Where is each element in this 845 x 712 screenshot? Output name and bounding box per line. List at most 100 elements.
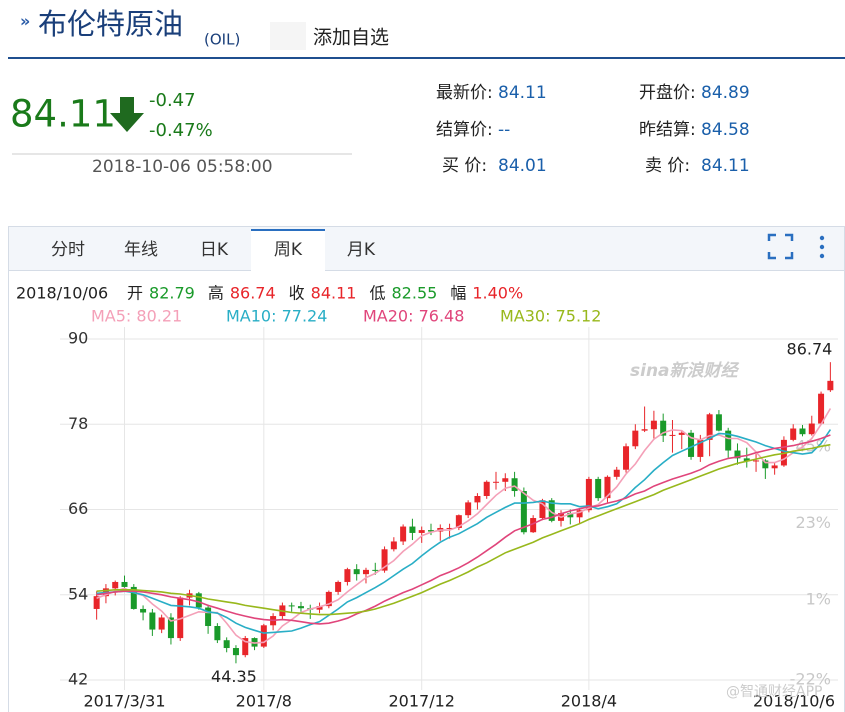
change: -0.47 <box>149 90 196 111</box>
x-tick-label: 2018/10/6 <box>753 692 835 711</box>
candle-body <box>121 581 128 587</box>
candle-body <box>539 500 546 519</box>
candle-body <box>195 593 202 608</box>
candle-body <box>725 430 732 451</box>
candle-body <box>335 581 342 592</box>
field-label: 卖 价: <box>645 156 690 176</box>
info-label: 收 <box>289 284 305 303</box>
divider <box>8 57 845 59</box>
fields: 最新价: 84.11 开盘价: 84.89 结算价: -- 昨结算: 84.58… <box>436 83 750 176</box>
field-label: 结算价: <box>436 120 493 140</box>
candle-body <box>316 606 323 610</box>
tab[interactable]: 月K <box>347 240 376 260</box>
candle-body <box>548 500 555 521</box>
legend-entry: MA5: 80.21 <box>91 307 182 326</box>
tab[interactable]: 年线 <box>124 240 158 260</box>
candle-body <box>771 465 778 469</box>
candle-body <box>827 380 834 391</box>
chart: MA5: 80.21 MA10: 77.24 MA20: 76.48 MA30: 75… <box>60 307 838 711</box>
info-label: 幅 <box>450 284 466 303</box>
low-label: 44.35 <box>211 667 257 686</box>
candle-body <box>743 458 750 462</box>
candle-body <box>344 569 351 582</box>
candle-body <box>325 591 332 607</box>
candle-body <box>205 607 212 627</box>
tab[interactable]: 分时 <box>51 240 85 260</box>
y-tick-label: 54 <box>68 584 88 603</box>
candle-body <box>353 569 360 575</box>
candle-body <box>177 597 184 639</box>
candle-body <box>585 478 592 511</box>
candle-body <box>530 518 537 533</box>
candle-body <box>93 596 100 609</box>
y-tick-label: 66 <box>68 499 88 518</box>
candle-body <box>688 432 695 457</box>
candle-body <box>623 446 630 470</box>
field-value: 84.11 <box>701 156 750 176</box>
menu-icon[interactable] <box>819 235 825 259</box>
field-value: -- <box>498 120 510 140</box>
candle-body <box>427 530 434 532</box>
candle-body <box>140 608 147 613</box>
candle-body <box>362 569 369 575</box>
active-tab-bg <box>251 229 325 271</box>
x-tick-label: 2017/12 <box>388 692 454 711</box>
candle-body <box>734 450 741 459</box>
candle-body <box>790 428 797 440</box>
field-value: 84.01 <box>498 156 547 176</box>
down-arrow <box>110 97 144 132</box>
candle-body <box>483 481 490 497</box>
candle-body <box>502 478 509 482</box>
y2-tick-label: 23% <box>795 513 831 532</box>
info-label: 开 <box>127 284 143 303</box>
x-tick-label: 2017/3/31 <box>83 692 165 711</box>
candle-body <box>650 420 657 430</box>
info-label: 高 <box>208 284 224 303</box>
title: 布伦特原油 <box>38 7 183 41</box>
candle-body <box>520 491 527 533</box>
x-tick-label: 2017/8 <box>236 692 292 711</box>
x-tick-label: 2018/4 <box>561 692 617 711</box>
tab[interactable]: 日K <box>200 240 229 260</box>
info-date: 2018/10/06 <box>16 284 108 303</box>
quote-time: 2018-10-06 05:58:00 <box>92 157 273 177</box>
field-label: 买 价: <box>442 156 487 176</box>
candle-body <box>409 526 416 533</box>
info-value: 86.74 <box>230 284 276 303</box>
tabs: 分时 年线 日K 周K 月K <box>51 229 376 271</box>
tab[interactable]: 周K <box>274 240 303 260</box>
candle-body <box>799 428 806 435</box>
active-tab-top <box>251 229 325 231</box>
y2-tick-label: -22% <box>790 670 831 689</box>
candle-body <box>613 469 620 477</box>
add-watchlist[interactable]: 添加自选 <box>313 27 389 49</box>
legend-entry: MA30: 75.12 <box>500 307 601 326</box>
credit: @智通财经APP <box>726 684 822 700</box>
candle-body <box>242 638 249 656</box>
fullscreen-icon[interactable] <box>767 233 794 260</box>
info-label: 低 <box>369 284 385 303</box>
candle-body <box>390 541 397 550</box>
candle-body <box>697 439 704 457</box>
candle-body <box>595 478 602 499</box>
candle-body <box>260 625 267 647</box>
y-tick-label: 90 <box>68 329 88 348</box>
candle-body <box>669 434 676 436</box>
candle-body <box>400 526 407 542</box>
candle-body <box>455 515 462 528</box>
candle-body <box>660 420 667 436</box>
candle-body <box>112 581 119 589</box>
field-value: 84.89 <box>701 83 750 103</box>
info-bar: 开 82.79 高 86.74 收 84.11 低 82.55 幅 1.40% <box>127 284 523 303</box>
candle-body <box>511 478 518 492</box>
legend-entry: MA10: 77.24 <box>226 307 327 326</box>
candle-body <box>372 569 379 571</box>
candle-body <box>446 527 453 529</box>
field-value: 84.11 <box>498 83 547 103</box>
candle-body <box>808 423 815 435</box>
chart-panel <box>8 226 845 712</box>
candle-body <box>567 513 574 518</box>
field-value: 84.58 <box>701 120 750 140</box>
y-tick-label: 78 <box>68 414 88 433</box>
